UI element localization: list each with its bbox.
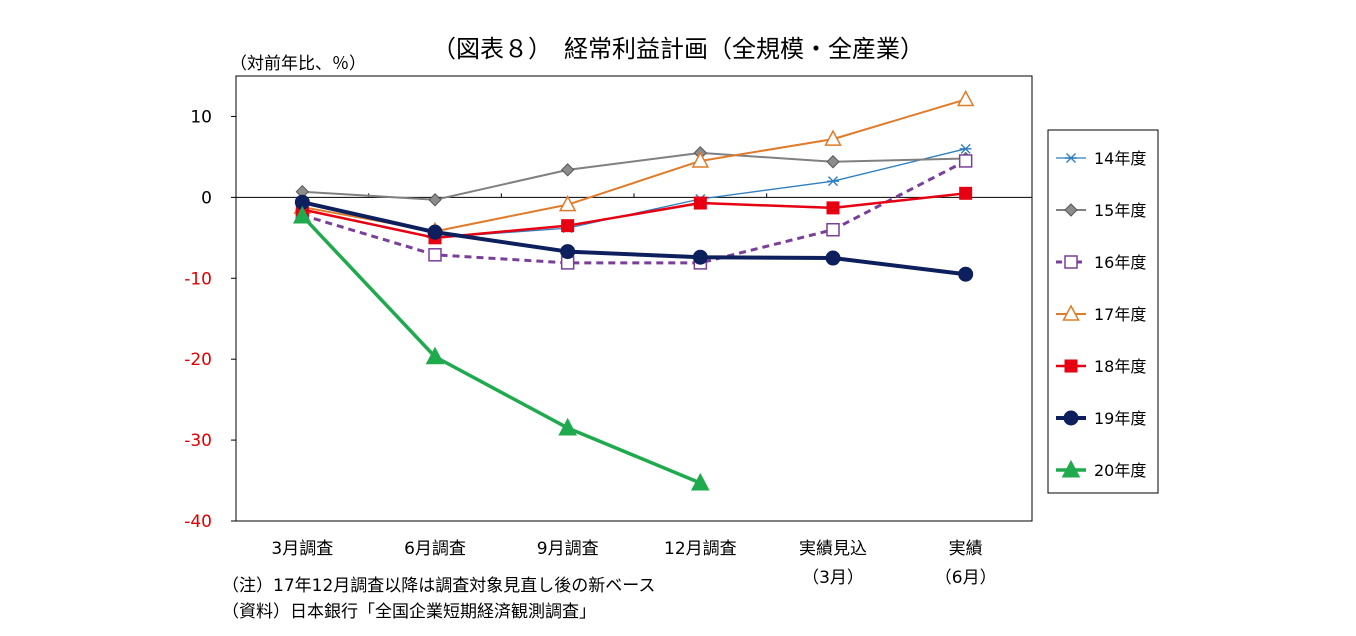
data-point — [958, 266, 974, 282]
y-axis-ticks: 10 0 -10 -20 -30 -40 — [184, 107, 236, 532]
legend-item: 19年度 — [1056, 409, 1146, 428]
data-point — [692, 249, 708, 265]
series-16年度 — [295, 154, 973, 270]
x-category-label: 実績 — [949, 539, 983, 559]
legend-marker — [1064, 359, 1078, 373]
data-point — [293, 205, 312, 224]
data-point — [558, 417, 577, 436]
series-15年度 — [295, 146, 973, 207]
y-tick-label: 0 — [201, 188, 212, 208]
data-point — [827, 176, 839, 187]
data-point — [427, 224, 443, 240]
legend-item: 20年度 — [1056, 459, 1146, 480]
plot-area-frame — [235, 75, 1033, 522]
x-category-label: 3月調査 — [271, 539, 333, 559]
legend-marker — [1064, 255, 1078, 269]
legend-label: 20年度 — [1094, 461, 1146, 480]
note-text: （注）17年12月調査以降は調査対象見直し後の新ベース — [222, 576, 655, 596]
data-point — [824, 129, 842, 146]
data-point — [826, 222, 840, 237]
legend: 14年度 15年度 16年度 17年度 18年度 19年度 20年度 — [1056, 149, 1146, 480]
source-text: （資料）日本銀行「全国企業短期経済観測調査」 — [222, 602, 596, 622]
data-point — [959, 186, 973, 200]
data-point — [693, 196, 707, 210]
y-tick-label: -30 — [184, 431, 212, 451]
data-point — [561, 219, 575, 233]
series-20年度 — [293, 205, 710, 491]
legend-marker — [1064, 203, 1078, 217]
legend-item: 18年度 — [1056, 357, 1146, 376]
series-line — [301, 200, 966, 277]
series-line — [301, 214, 702, 485]
data-point — [826, 201, 840, 215]
legend-label: 15年度 — [1094, 201, 1146, 220]
y-axis-unit-label: （対前年比、％） — [230, 54, 366, 74]
data-point — [428, 193, 442, 207]
legend-label: 17年度 — [1094, 305, 1146, 324]
data-point — [826, 155, 840, 169]
data-point — [691, 472, 710, 491]
series-14年度 — [296, 143, 972, 243]
y-tick-label: 10 — [190, 107, 212, 127]
chart-title: （図表８） 経常利益計画（全規模・全産業） — [432, 35, 924, 63]
series-19年度 — [294, 194, 974, 282]
legend-label: 19年度 — [1094, 409, 1146, 428]
x-category-label: 12月調査 — [664, 539, 737, 559]
legend-label: 16年度 — [1094, 253, 1146, 272]
series-line — [302, 192, 966, 240]
data-point — [691, 151, 710, 168]
data-point — [956, 89, 975, 107]
y-tick-label: -40 — [184, 512, 212, 532]
data-point — [958, 154, 973, 168]
x-category-sublabel: （6月） — [935, 568, 997, 588]
data-point — [560, 244, 576, 260]
data-point — [558, 195, 577, 212]
data-point — [825, 250, 841, 266]
legend-marker — [1061, 459, 1081, 478]
legend-item: 16年度 — [1056, 253, 1146, 272]
data-point — [425, 346, 445, 365]
series-line — [302, 151, 966, 201]
y-tick-label: -20 — [184, 350, 212, 370]
x-category-sublabel: （3月） — [802, 568, 864, 588]
legend-label: 14年度 — [1094, 149, 1146, 168]
series-line — [301, 159, 967, 265]
series-layer — [293, 89, 975, 491]
x-category-label: 6月調査 — [404, 539, 466, 559]
legend-item: 17年度 — [1056, 304, 1146, 324]
data-point — [560, 163, 575, 177]
y-tick-label: -10 — [184, 269, 212, 289]
legend-marker — [1063, 410, 1079, 426]
x-axis-categories: 3月調査 6月調査 9月調査 12月調査 実績見込 （3月） 実績 （6月） — [271, 539, 996, 588]
legend-label: 18年度 — [1094, 357, 1146, 376]
data-point — [428, 248, 442, 262]
x-category-label: 9月調査 — [537, 539, 599, 559]
data-point — [959, 143, 972, 154]
legend-item: 14年度 — [1056, 149, 1146, 168]
legend-marker — [1065, 153, 1077, 163]
x-category-label: 実績見込 — [799, 539, 867, 559]
legend-marker — [1062, 304, 1080, 321]
legend-item: 15年度 — [1056, 201, 1146, 220]
legend-box — [1047, 129, 1159, 494]
